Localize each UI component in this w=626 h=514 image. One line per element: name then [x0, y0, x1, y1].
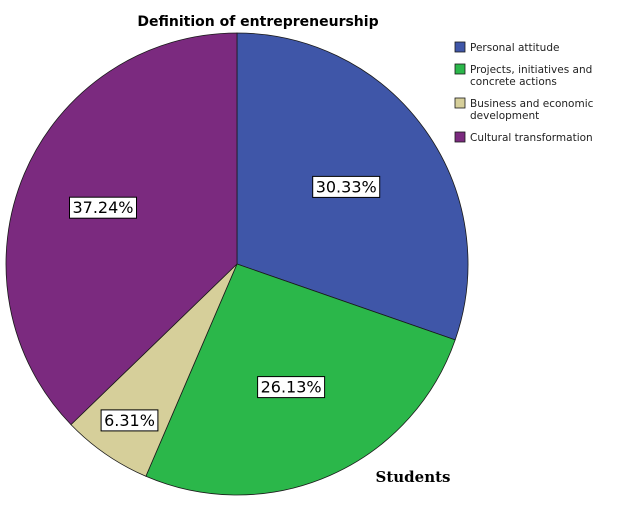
legend-item-4: Cultural transformation	[454, 131, 593, 144]
svg-text:30.33%: 30.33%	[316, 177, 377, 196]
legend-label-4: Cultural transformation	[470, 132, 593, 144]
legend-label-3: Business and economic development	[470, 98, 594, 122]
pie-slice-labels: 30.33% 26.13% 6.31% 37.24%	[69, 175, 381, 432]
legend-swatch-1	[454, 41, 466, 53]
legend-item-1: Personal attitude	[454, 41, 559, 54]
slice-label-3: 6.31%	[100, 409, 159, 432]
slice-label-2: 26.13%	[257, 376, 326, 399]
slice-label-1: 30.33%	[312, 175, 381, 198]
legend-item-3: Business and economic development	[454, 97, 594, 122]
svg-text:26.13%: 26.13%	[261, 378, 322, 397]
chart-title: Definition of entrepreneurship	[137, 14, 378, 30]
pie-slices	[5, 32, 469, 496]
legend-label-1: Personal attitude	[470, 42, 559, 54]
caption-students: Students	[376, 468, 451, 486]
svg-text:37.24%: 37.24%	[72, 198, 133, 217]
legend-swatch-4	[454, 131, 466, 143]
pie-slice-4	[5, 32, 238, 426]
slice-label-4: 37.24%	[69, 196, 137, 219]
legend-item-2: Projects, initiatives and concrete action…	[454, 63, 592, 88]
legend-swatch-3	[454, 97, 466, 109]
svg-text:6.31%: 6.31%	[104, 411, 155, 430]
legend-swatch-2	[454, 63, 466, 75]
legend: Personal attitude Projects, initiatives a…	[454, 41, 594, 144]
legend-label-2: Projects, initiatives and concrete action…	[470, 64, 592, 88]
